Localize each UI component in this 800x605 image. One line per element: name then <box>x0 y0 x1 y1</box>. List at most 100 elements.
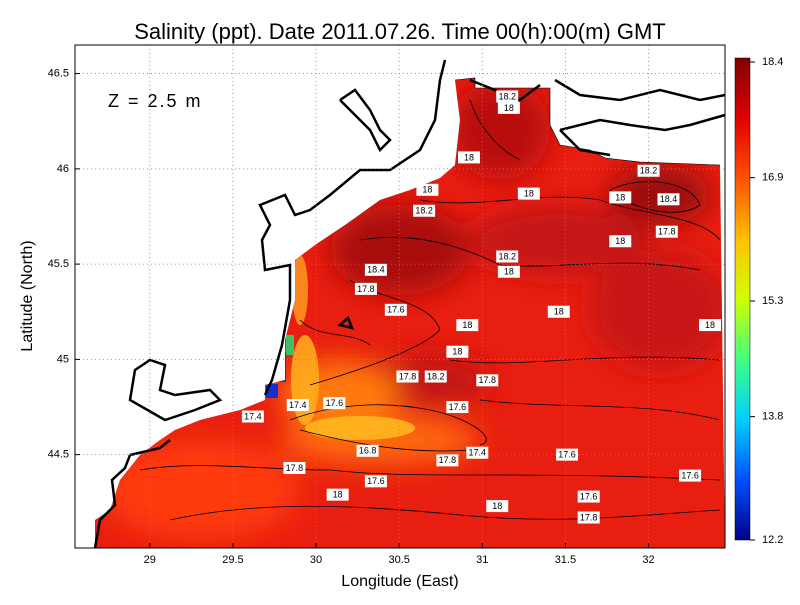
contour-label-box <box>577 490 600 503</box>
contour-label: 18.4 <box>367 265 385 275</box>
contour-label: 18.2 <box>498 251 516 261</box>
colorbar-tick-label: 18.4 <box>762 56 783 68</box>
contour-label: 17.8 <box>286 463 304 473</box>
y-axis-label: Latitude (North) <box>19 240 36 351</box>
contour-label: 18.4 <box>660 194 678 204</box>
contour-label: 18.2 <box>498 91 516 101</box>
contour-label-box <box>609 235 632 248</box>
y-tick-label: 44.5 <box>48 449 69 461</box>
plot-frame <box>74 44 726 549</box>
contour-label-box <box>396 370 419 383</box>
contour-label: 18 <box>554 307 564 317</box>
contour-label: 17.6 <box>681 470 699 480</box>
y-tick-label: 46 <box>57 163 69 175</box>
x-tick-label: 29.5 <box>222 554 243 566</box>
contour-label-box <box>547 305 570 318</box>
contour-label-box <box>364 475 387 488</box>
x-axis-label: Longitude (East) <box>341 573 458 590</box>
contour-label-box <box>497 101 520 114</box>
chart-title: Salinity (ppt). Date 2011.07.26. Time 00… <box>134 19 665 44</box>
colorbar-tick-label: 13.8 <box>762 411 783 423</box>
contour-label: 18 <box>492 501 502 511</box>
contour-label-box <box>416 183 439 196</box>
contour-label-box <box>326 488 349 501</box>
colorbar-tick-label: 15.3 <box>762 295 783 307</box>
coastline <box>93 59 726 549</box>
contour-label: 17.6 <box>558 450 576 460</box>
x-tick-label: 29 <box>144 554 156 566</box>
contour-label: 18 <box>452 347 462 357</box>
contour-label-box <box>456 319 479 332</box>
contour-label-box <box>286 399 309 412</box>
contour-label: 17.4 <box>469 448 487 458</box>
contour-label-box <box>354 282 377 295</box>
contour-label: 18.2 <box>640 166 658 176</box>
x-tick-label: 32 <box>642 554 654 566</box>
contour-label-box <box>496 250 519 263</box>
contour-label: 18.2 <box>427 371 445 381</box>
y-tick-label: 45 <box>57 353 69 365</box>
contour-label-box <box>655 225 678 238</box>
y-tick-label: 46.5 <box>48 67 69 79</box>
contour-label: 17.8 <box>357 284 375 294</box>
contour-label-box <box>457 151 480 164</box>
contour-label-box <box>446 401 469 414</box>
contour-label: 17.4 <box>244 411 262 421</box>
colorbar-tick-label: 12.2 <box>762 534 783 546</box>
contour-label-box <box>283 461 306 474</box>
contour-label: 17.6 <box>367 476 385 486</box>
contour-label-box <box>356 444 379 457</box>
contour-label: 17.8 <box>479 375 497 385</box>
contour-label: 18.2 <box>415 206 433 216</box>
contour-label-box <box>323 397 346 410</box>
x-tick-label: 31.5 <box>555 554 576 566</box>
contour-label: 17.6 <box>449 402 467 412</box>
contour-label-box <box>241 410 264 423</box>
contour-label: 18 <box>705 320 715 330</box>
contour-label-box <box>517 187 540 200</box>
contour-label: 18 <box>462 320 472 330</box>
contour-label: 18 <box>504 103 514 113</box>
y-tick-label: 45.5 <box>48 258 69 270</box>
contour-label-box <box>486 500 509 513</box>
contour-label-box <box>466 446 489 459</box>
x-tick-label: 31 <box>476 554 488 566</box>
contour-label: 18 <box>615 236 625 246</box>
contour-label-box <box>657 193 680 206</box>
contour-label-box <box>424 370 447 383</box>
contour-label: 18 <box>504 267 514 277</box>
contour-label-box <box>384 303 407 316</box>
contour-label-box <box>699 319 722 332</box>
contour-label-box <box>556 448 579 461</box>
colorbar: 12.2 13.8 15.3 16.9 18.4 <box>734 56 783 546</box>
colorbar-scale <box>734 57 751 541</box>
contour-label: 18 <box>464 152 474 162</box>
contour-label-box <box>446 345 469 358</box>
contour-label: 16.8 <box>359 446 377 456</box>
contour-label: 18 <box>524 188 534 198</box>
colorbar-tick-label: 16.9 <box>762 172 783 184</box>
contour-label-box <box>497 265 520 278</box>
contour-label: 17.6 <box>580 491 598 501</box>
contour-label: 17.8 <box>658 227 676 237</box>
contour-label-box <box>413 204 436 217</box>
contour-label: 18 <box>422 185 432 195</box>
contour-label-box <box>436 454 459 467</box>
contour-label: 17.8 <box>399 371 417 381</box>
contour-label: 17.4 <box>289 400 307 410</box>
contour-label: 17.6 <box>326 398 344 408</box>
x-tick-label: 30.5 <box>388 554 409 566</box>
contour-label-box <box>496 90 519 103</box>
contour-label-box <box>679 469 702 482</box>
contour-label: 17.8 <box>580 512 598 522</box>
contour-label: 17.8 <box>439 455 457 465</box>
depth-annotation: Z = 2.5 m <box>108 91 203 111</box>
contour-label-box <box>637 164 660 177</box>
contour-label: 18 <box>333 490 343 500</box>
contour-label-box <box>609 191 632 204</box>
contour-label-box <box>364 263 387 276</box>
contour-label-box <box>476 374 499 387</box>
contour-label-box <box>577 511 600 524</box>
contour-label: 17.6 <box>387 305 405 315</box>
